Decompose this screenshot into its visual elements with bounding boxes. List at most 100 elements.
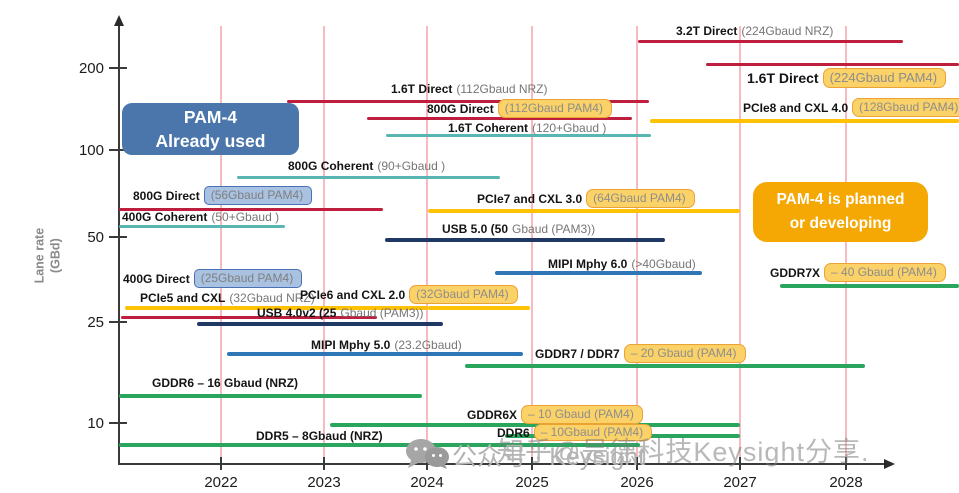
- x-tick-2028: [845, 457, 847, 470]
- bar-detail: (25Gbaud PAM4): [193, 269, 303, 288]
- bar-line: [237, 176, 500, 179]
- y-tick-label-100: 100: [78, 142, 104, 159]
- bar-label: 800G Coherent: [288, 159, 374, 173]
- bar-detail: (50+Gbaud ): [211, 210, 280, 224]
- bar-label: MIPI Mphy 6.0: [548, 257, 628, 271]
- bar-detail: – 20 Gbaud (PAM4): [623, 344, 746, 363]
- bar-label: GDDR6X: [467, 407, 518, 422]
- gridline-2026: [636, 26, 638, 463]
- bar-line: [119, 443, 640, 447]
- y-tick-label-25: 25: [87, 314, 104, 331]
- gridline-2027: [739, 26, 741, 463]
- x-tick-2024: [426, 457, 428, 470]
- bar-line: [119, 394, 422, 398]
- bar-line: [495, 271, 702, 275]
- x-tick-2023: [323, 457, 325, 470]
- bar-detail: Gbaud (PAM3)): [512, 222, 596, 236]
- x-tick-label-2022: 2022: [204, 474, 238, 491]
- x-axis-line: [118, 463, 886, 465]
- bar-label: 400G Coherent: [122, 210, 208, 224]
- bar-line: [119, 225, 285, 228]
- gridline-2024: [426, 26, 428, 463]
- pam4-already-used-callout: PAM-4 Already used: [122, 103, 299, 155]
- y-axis-arrow-icon: [114, 15, 124, 26]
- bar-line: [121, 316, 377, 319]
- bar-label: 1.6T Coherent: [448, 121, 529, 135]
- bar-label: 400G Direct: [123, 271, 190, 286]
- bar-detail: (>40Gbaud): [631, 257, 696, 271]
- bar-detail: (120+Gbaud ): [532, 121, 607, 135]
- callout-line1: PAM-4 is planned: [776, 190, 905, 208]
- y-tick-25: [109, 321, 127, 323]
- y-tick-100: [109, 149, 127, 151]
- bar-line: [125, 306, 428, 310]
- bar-label: DDR6: [497, 425, 530, 440]
- watermark-zhihu-text: 知乎@是德科技Keysight分享.: [497, 437, 870, 467]
- y-tick-50: [109, 236, 127, 238]
- wechat-icon: [404, 438, 450, 475]
- bar-line: [367, 117, 632, 120]
- bar-line: [650, 119, 959, 123]
- bar-label: 800G Direct: [427, 101, 494, 116]
- bar-label: 1.6T Direct: [391, 82, 453, 96]
- x-tick-label-2026: 2026: [620, 474, 654, 491]
- x-tick-2022: [220, 457, 222, 470]
- bar-line: [197, 322, 443, 326]
- bar-detail: – 10Gbaud (PAM4): [533, 424, 653, 441]
- bar-detail: – 40 Gbaud (PAM4): [824, 263, 946, 282]
- bar-line: [330, 423, 740, 427]
- x-tick-label-2024: 2024: [410, 474, 444, 491]
- bar-label: MIPI Mphy 5.0: [311, 338, 391, 352]
- bar-label: 1.6T Direct: [747, 70, 819, 86]
- bar-label: PCIe6 and CXL 2.0: [300, 287, 406, 302]
- gridline-2023: [323, 26, 325, 463]
- bar-line: [428, 209, 740, 213]
- bar-label: PCIe7 and CXL 3.0: [477, 191, 583, 206]
- bar-detail: (32Gbaud PAM4): [409, 285, 518, 304]
- bar-detail: (23.2Gbaud): [394, 338, 462, 352]
- bar-detail: (112Gbaud PAM4): [497, 99, 612, 118]
- y-tick-label-10: 10: [87, 415, 104, 432]
- bar-label: GDDR7X: [770, 265, 821, 280]
- gridline-2028: [845, 26, 847, 463]
- gridline-2022: [220, 26, 222, 463]
- bar-detail: (128Gbaud PAM4): [852, 98, 959, 117]
- y-tick-label-200: 200: [78, 60, 104, 77]
- bar-line: [780, 284, 959, 288]
- bar-detail: (224Gbaud NRZ): [741, 24, 834, 38]
- y-axis-title: Lane rate (GBd): [32, 198, 63, 314]
- gridline-2025: [531, 26, 533, 463]
- callout-line2: Already used: [155, 131, 266, 151]
- x-tick-2026: [636, 457, 638, 470]
- bar-line: [287, 100, 649, 103]
- bar-label: 800G Direct: [133, 188, 200, 203]
- x-tick-label-2028: 2028: [829, 474, 863, 491]
- bar-line: [428, 306, 530, 310]
- bar-label: PCIe8 and CXL 4.0: [743, 100, 849, 115]
- x-tick-label-2027: 2027: [723, 474, 757, 491]
- x-tick-2025: [531, 457, 533, 470]
- bar-detail: (112Gbaud NRZ): [456, 82, 548, 96]
- bar-detail: (224Gbaud PAM4): [822, 68, 947, 88]
- pam4-planned-callout: PAM-4 is planned or developing: [753, 182, 928, 242]
- y-axis-title-line1: Lane rate: [32, 227, 47, 284]
- y-tick-label-50: 50: [87, 229, 104, 246]
- bar-detail: (90+Gbaud ): [377, 159, 446, 173]
- y-tick-200: [109, 67, 127, 69]
- callout-line1: PAM-4: [183, 106, 238, 127]
- x-tick-2027: [739, 457, 741, 470]
- bar-line: [638, 40, 903, 43]
- watermark-wechat-text: 公众号 · Keysight: [452, 443, 646, 471]
- bar-detail: – 10 Gbaud (PAM4): [521, 405, 643, 424]
- bar-label: GDDR7 / DDR7: [535, 346, 620, 361]
- bar-line: [465, 364, 865, 368]
- bar-label: DDR5 – 8Gbaud (NRZ): [256, 429, 383, 443]
- callout-line2: or developing: [789, 215, 892, 232]
- y-axis-title-line2: (GBd): [48, 238, 62, 273]
- bar-detail: (64Gbaud PAM4): [586, 189, 695, 208]
- x-tick-label-2023: 2023: [307, 474, 341, 491]
- bar-line: [706, 63, 959, 66]
- bar-detail: Gbaud (PAM3)): [340, 306, 424, 320]
- x-axis-arrow-icon: [884, 459, 895, 469]
